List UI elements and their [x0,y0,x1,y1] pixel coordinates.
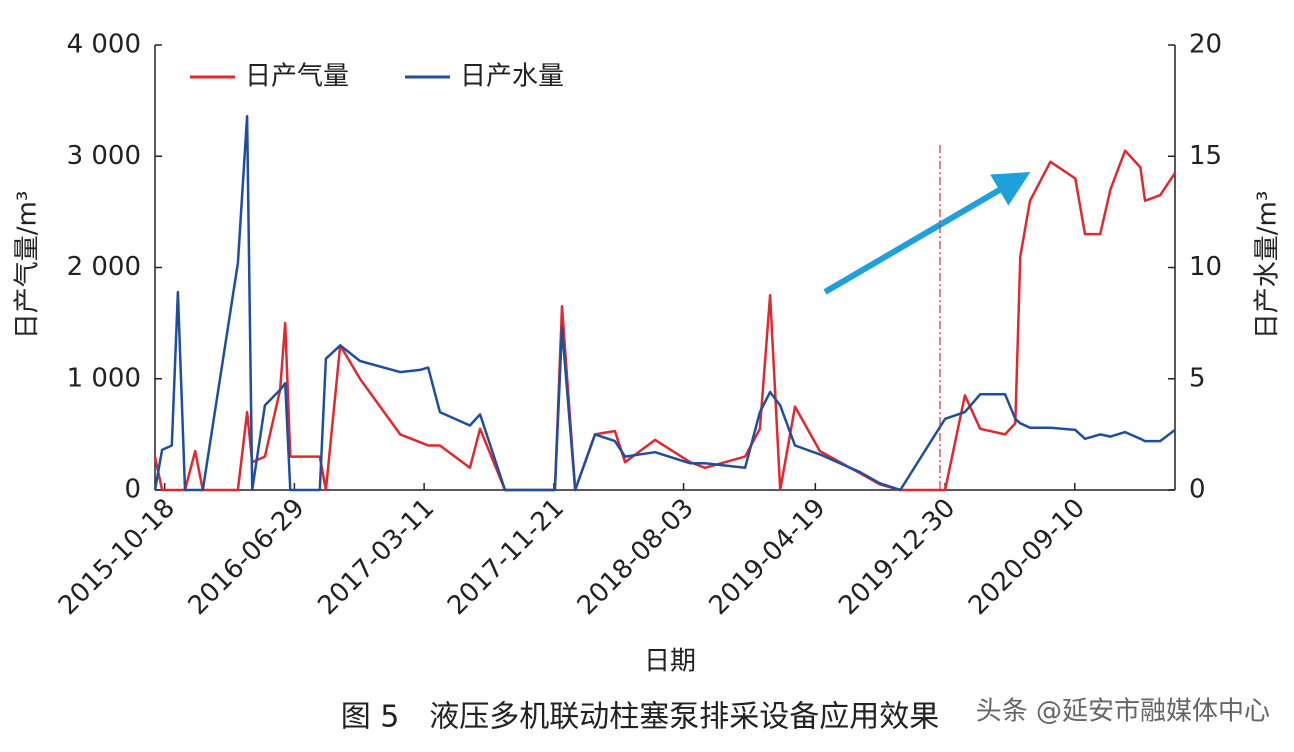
y-tick-label: 1 000 [67,363,141,393]
y-axis-title: 日产气量/m³ [13,191,43,340]
y2-tick-label: 20 [1189,30,1222,60]
x-tick-label: 2020-09-10 [963,493,1091,621]
watermark: 头条 @延安市融媒体中心 [976,697,1270,727]
x-tick-label: 2018-08-03 [572,493,700,621]
y2-tick-label: 5 [1189,363,1206,393]
y-tick-label: 2 000 [67,252,141,282]
y2-tick-label: 15 [1189,141,1222,171]
y-tick-label: 3 000 [67,141,141,171]
legend-label: 日产气量 [245,62,349,92]
data-line [153,114,1176,492]
x-tick-label: 2015-10-18 [53,493,181,621]
arrow [823,171,1031,295]
y2-axis-title: 日产水量/m³ [1253,191,1283,340]
y2-tick-label: 0 [1189,475,1206,505]
y2-tick-label: 10 [1189,252,1222,282]
y-tick-label: 0 [124,475,141,505]
x-tick-label: 2017-03-11 [312,493,440,621]
x-tick-label: 2019-04-19 [704,493,832,621]
x-tick-label: 2016-06-29 [183,493,311,621]
y-tick-label: 4 000 [67,30,141,60]
x-axis-title: 日期 [644,647,696,677]
caption: 图 5 液压多机联动柱塞泵排采设备应用效果 [341,700,940,735]
data-line [153,149,1177,492]
legend-label: 日产水量 [460,62,564,92]
x-tick-label: 2017-11-21 [442,493,570,621]
x-tick-label: 2019-12-30 [833,493,961,621]
